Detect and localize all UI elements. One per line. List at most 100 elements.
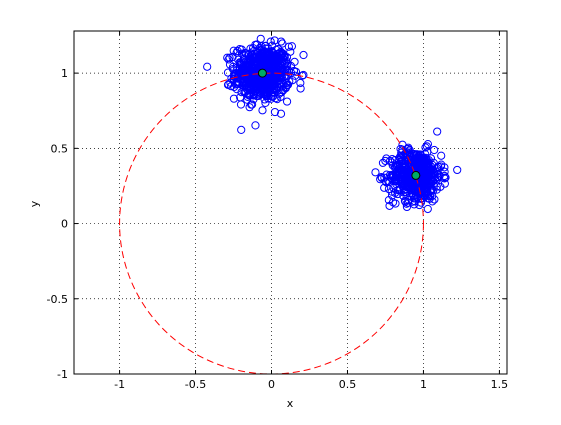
scatter-point	[296, 84, 305, 93]
scatter-point	[394, 167, 403, 176]
scatter-point	[263, 61, 272, 70]
scatter-point	[254, 78, 263, 87]
centroid-marker	[411, 170, 421, 180]
scatter-point	[270, 107, 280, 117]
scatter-point	[278, 82, 287, 91]
scatter-point	[284, 42, 293, 51]
scatter-point	[409, 150, 418, 159]
x-tick-label: 1	[420, 378, 427, 391]
scatter-point	[224, 55, 233, 64]
scatter-point	[203, 62, 212, 71]
scatter-point	[388, 172, 398, 182]
scatter-point	[402, 185, 411, 194]
scatter-point	[388, 161, 397, 170]
scatter-point	[263, 92, 272, 101]
scatter-point	[266, 37, 275, 46]
scatter-point	[223, 80, 233, 89]
scatter-point	[396, 151, 405, 160]
scatter-point	[261, 51, 271, 60]
overlay	[119, 68, 424, 375]
scatter-point	[416, 160, 425, 169]
scatter-point	[371, 168, 380, 177]
scatter-point	[432, 185, 441, 194]
scatter-point	[251, 61, 260, 70]
scatter-point	[388, 155, 397, 164]
scatter-point	[387, 187, 396, 196]
scatter-point	[282, 97, 292, 106]
scatter-point	[404, 163, 413, 172]
scatter-point	[277, 37, 286, 46]
scatter-point	[401, 197, 410, 206]
scatter-point	[422, 187, 431, 197]
scatter-point	[251, 121, 260, 130]
x-tick-label: 0	[268, 378, 275, 391]
scatter-point	[416, 194, 425, 203]
scatter-point	[283, 62, 292, 71]
scatter-point	[257, 42, 266, 51]
scatter-point	[287, 42, 297, 51]
scatter-point	[250, 78, 259, 87]
scatter-point	[232, 66, 241, 75]
scatter-point	[272, 59, 281, 68]
scatter-point	[232, 48, 241, 57]
scatter-point	[416, 184, 425, 193]
scatter-point	[423, 191, 433, 201]
scatter-point	[296, 78, 305, 88]
scatter-point	[276, 109, 286, 118]
scatter-point	[423, 204, 432, 214]
scatter-point	[270, 36, 279, 45]
scatter-point	[239, 76, 248, 85]
scatter-point	[249, 91, 258, 100]
scatter-point	[251, 40, 260, 49]
scatter-point	[288, 76, 297, 85]
scatter-point	[437, 151, 446, 160]
scatter-point	[415, 200, 424, 210]
scatter-point	[404, 143, 413, 152]
scatter-point	[251, 52, 260, 61]
scatter-point	[286, 47, 295, 56]
scatter-point	[424, 167, 433, 176]
axes-box	[73, 30, 508, 375]
scatter-point	[270, 80, 279, 89]
scatter-point	[398, 169, 407, 179]
y-tick-label: -1	[57, 368, 68, 381]
scatter-point	[415, 159, 424, 168]
data-points	[203, 34, 462, 214]
scatter-point	[243, 95, 252, 104]
scatter-point	[225, 53, 234, 62]
scatter-point	[241, 49, 251, 58]
x-tick-label: -0.5	[185, 378, 206, 391]
scatter-point	[421, 155, 430, 164]
scatter-point	[377, 173, 386, 182]
scatter-point	[229, 94, 239, 103]
scatter-point	[236, 100, 246, 109]
scatter-point	[418, 181, 427, 190]
scatter-point	[453, 165, 462, 175]
x-tick-label: 1.5	[491, 378, 509, 391]
scatter-point	[400, 162, 410, 171]
scatter-point	[411, 157, 420, 166]
scatter-point	[426, 154, 436, 163]
axis-ticks: -1 -0.5 0 0.5 1 1.5 -1 -0.5 0 0.5 1	[47, 31, 509, 391]
scatter-point	[230, 82, 239, 92]
y-tick-label: 1	[61, 67, 68, 80]
scatter-point	[380, 183, 389, 192]
scatter-point	[404, 177, 414, 186]
scatter-point	[397, 154, 406, 163]
scatter-point	[240, 58, 249, 67]
scatter-point	[400, 174, 409, 183]
scatter-point	[299, 50, 308, 60]
scatter-point	[237, 49, 247, 58]
scatter-point	[382, 178, 391, 187]
scatter-point	[271, 75, 280, 84]
scatter-point	[299, 70, 308, 80]
scatter-point	[291, 67, 301, 76]
y-tick-label: -0.5	[47, 293, 68, 306]
scatter-point	[233, 46, 242, 56]
scatter-point	[415, 150, 425, 159]
scatter-point	[393, 185, 403, 195]
scatter-point	[440, 179, 449, 188]
scatter-point	[245, 103, 254, 112]
scatter-point	[433, 175, 442, 184]
